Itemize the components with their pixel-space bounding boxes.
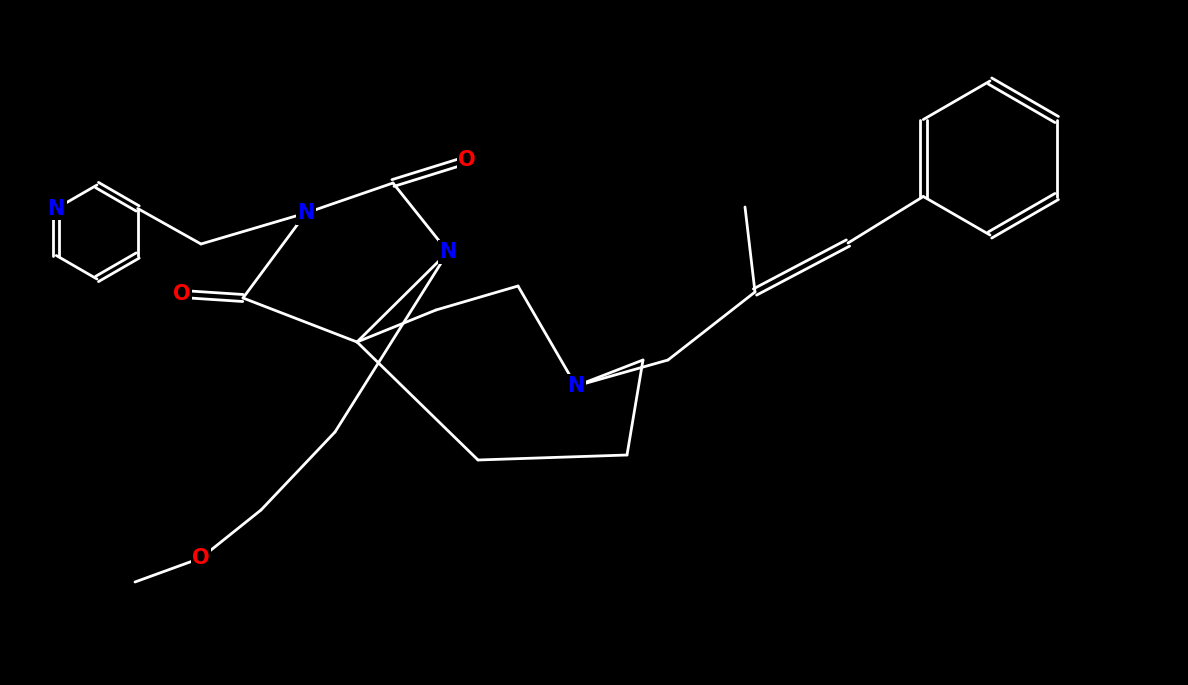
- Text: N: N: [297, 203, 315, 223]
- Text: N: N: [440, 242, 456, 262]
- Text: O: O: [192, 548, 210, 568]
- Text: O: O: [173, 284, 191, 304]
- Text: N: N: [48, 199, 65, 219]
- Text: N: N: [568, 376, 584, 396]
- Text: O: O: [459, 150, 476, 170]
